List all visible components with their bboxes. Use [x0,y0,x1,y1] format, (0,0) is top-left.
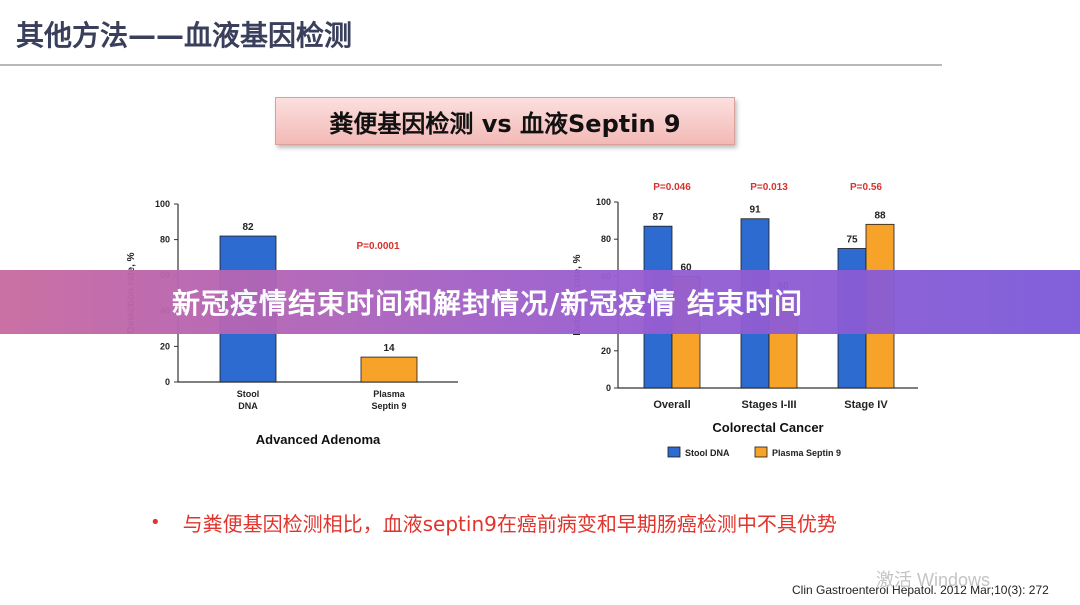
chart2-p-value: P=0.046 [653,182,691,193]
chart1-category-label: DNA [238,401,258,411]
chart1-title: Advanced Adenoma [256,432,381,447]
chart1-category-label: Septin 9 [371,401,406,411]
chart2-legend-label: Stool DNA [685,448,730,458]
chart1-p-value: P=0.0001 [356,241,400,252]
comparison-subtitle-text: 粪便基因检测 vs 血液Septin 9 [329,109,681,138]
conclusion-text: 与粪便基因检测相比，血液septin9在癌前病变和早期肠癌检测中不具优势 [182,512,837,536]
windows-activation-watermark: 激活 Windows [876,570,991,590]
chart2-p-value: P=0.013 [750,182,788,193]
title-divider [0,64,942,66]
chart2-legend-swatch [754,446,768,458]
chart2-data-label: 88 [874,210,886,221]
chart2-p-value: P=0.56 [850,182,882,193]
citation: Clin Gastroenterol Hepatol. 2012 Mar;10(… [792,583,1049,597]
chart2-legend-label: Plasma Septin 9 [772,448,841,458]
chart2-y-tick-label: 0 [606,383,611,393]
chart2-category-label: Stage IV [844,399,888,411]
overlay-banner-text: 新冠疫情结束时间和解封情况/新冠疫情 结束时间 [172,287,803,320]
chart2-legend-swatch [667,446,681,458]
chart1-y-tick-label: 0 [165,377,170,387]
chart1-data-label: 14 [383,343,395,354]
bullet-icon: • [150,512,161,533]
chart2-y-tick-label: 100 [596,197,611,207]
chart2-data-label: 87 [652,212,664,223]
chart2-y-tick-label: 80 [601,234,611,244]
chart1-category-label: Stool [237,389,260,399]
chart2-data-label: 91 [749,205,761,216]
chart2-title: Colorectal Cancer [712,420,823,435]
chart2-y-tick-label: 20 [601,346,611,356]
comparison-subtitle: 粪便基因检测 vs 血液Septin 9 [275,97,735,145]
chart1-bar [360,356,418,383]
chart2-data-label: 60 [680,262,692,273]
chart2-data-label: 75 [846,235,858,246]
chart1-category-label: Plasma [373,389,406,399]
chart1-y-tick-label: 80 [160,235,170,245]
chart1-y-tick-label: 20 [160,341,170,351]
chart2-category-label: Overall [653,399,690,411]
slide-title: 其他方法——血液基因检测 [16,19,353,52]
chart2-category-label: Stages I-III [741,399,796,411]
chart1-data-label: 82 [242,222,254,233]
chart1-y-tick-label: 100 [155,199,170,209]
conclusion-bullet: • 与粪便基因检测相比，血液septin9在癌前病变和早期肠癌检测中不具优势 [150,508,837,537]
overlay-banner: 新冠疫情结束时间和解封情况/新冠疫情 结束时间 [0,270,1080,334]
